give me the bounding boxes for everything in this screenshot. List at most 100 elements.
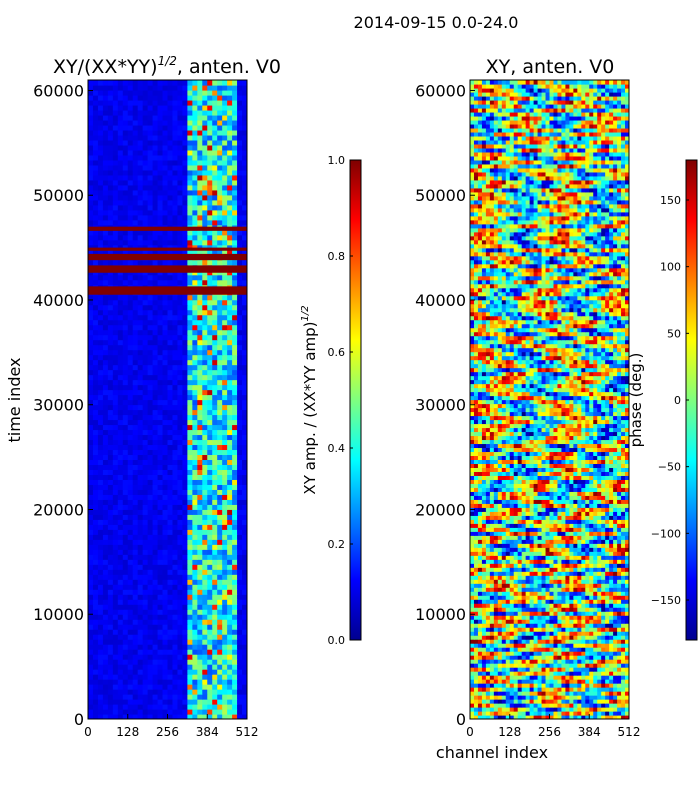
left-heatmap-cell [232,259,238,266]
left-heatmap-cell [182,689,188,695]
right-heatmap-cell [549,707,555,712]
left-heatmap-cell [107,134,114,141]
left-heatmap-cell [162,344,169,351]
left-heatmap-cell [127,244,134,251]
left-heatmap-cell [182,679,188,685]
left-heatmap-cell [157,664,164,670]
left-heatmap-cell [102,459,109,465]
left-heatmap-cell [147,594,154,600]
left-heatmap-cell [222,84,228,91]
left-heatmap-cell [157,124,164,131]
left-heatmap-cell [172,394,179,401]
left-heatmap-cell [172,684,179,690]
left-heatmap-cell [142,584,149,590]
right-heatmap-cell [589,643,594,648]
left-heatmap-cell [172,134,179,141]
left-heatmap-cell [137,489,144,495]
left-heatmap-cell [147,309,154,316]
right-heatmap-cell [525,639,531,644]
left-heatmap-cell [142,369,149,376]
right-heatmap-cell [470,651,475,656]
left-heatmap-cell [167,464,174,470]
left-heatmap-cell [142,384,149,391]
left-heatmap-cell [242,309,247,316]
left-heatmap-cell [237,539,243,545]
left-heatmap-cell [97,404,104,411]
right-heatmap-cell [513,707,519,712]
right-heatmap-cell [577,647,582,652]
left-heatmap-cell [162,244,169,251]
left-heatmap-cell [112,689,119,695]
left-heatmap-cell [237,624,243,630]
right-heatmap-cell [521,675,527,680]
left-heatmap-cell [192,679,198,685]
left-heatmap-cell [152,574,159,580]
right-heatmap-cell [470,695,475,700]
right-heatmap-cell [625,703,629,708]
right-heatmap-cell [601,691,606,696]
right-heatmap-cell [505,699,511,704]
left-heatmap-cell [162,704,169,710]
left-heatmap-cell [88,229,94,236]
left-heatmap-cell [202,414,208,421]
left-heatmap-cell [192,654,198,660]
left-heatmap-cell [212,514,218,520]
left-heatmap-cell [172,499,179,505]
left-heatmap-cell [207,424,213,431]
left-heatmap-cell [97,234,104,241]
left-heatmap-cell [242,384,247,391]
left-heatmap-cell [182,424,188,431]
left-heatmap-cell [177,94,184,101]
left-heatmap-cell [167,494,174,500]
right-heatmap-cell [509,687,515,692]
left-heatmap-cell [88,259,94,266]
left-heatmap-cell [182,614,188,620]
right-heatmap-cell [481,679,487,684]
right-heatmap-cell [577,675,582,680]
left-heatmap-cell [152,624,159,630]
left-heatmap-cell [162,389,169,396]
left-heatmap-cell [227,134,233,141]
left-heatmap-cell [217,244,223,251]
left-heatmap-cell [212,114,218,121]
left-heatmap-cell [142,109,149,116]
left-heatmap-cell [192,349,198,356]
left-heatmap-cell [202,634,208,640]
left-heatmap-cell [222,524,228,530]
left-heatmap-cell [197,204,203,211]
left-heatmap-cell [237,619,243,625]
right-heatmap-cell [585,651,590,656]
right-heatmap-cell [593,695,598,700]
right-heatmap-cell [557,695,563,700]
left-heatmap-cell [102,199,109,206]
right-heatmap-cell [473,675,479,680]
left-heatmap-cell [212,624,218,630]
left-heatmap-cell [162,80,169,86]
left-heatmap-cell [177,439,184,446]
right-heatmap-cell [505,679,511,684]
right-heatmap-cell [577,659,582,664]
left-heatmap-cell [147,649,154,655]
right-heatmap-cell [521,663,527,668]
left-heatmap-cell [137,369,144,376]
left-heatmap-cell [152,464,159,470]
right-heatmap-cell [605,639,610,644]
right-heatmap-cell [525,695,531,700]
left-heatmap-cell [237,684,243,690]
left-heatmap-cell [212,469,218,475]
left-heatmap-cell [202,654,208,660]
right-heatmap-cell [497,683,503,688]
left-heatmap-cell [137,124,144,131]
left-heatmap-cell [242,559,247,565]
right-heatmap-cell [481,639,487,644]
left-heatmap-cell [197,504,203,510]
left-heatmap-cell [122,124,129,131]
left-heatmap-cell [102,489,109,495]
left-heatmap-cell [232,699,238,705]
left-heatmap-cell [167,109,174,116]
left-heatmap-cell [107,124,114,131]
left-heatmap-cell [237,124,243,131]
left-heatmap-cell [172,669,179,675]
left-heatmap-cell [192,589,198,595]
left-heatmap-cell [117,449,124,456]
